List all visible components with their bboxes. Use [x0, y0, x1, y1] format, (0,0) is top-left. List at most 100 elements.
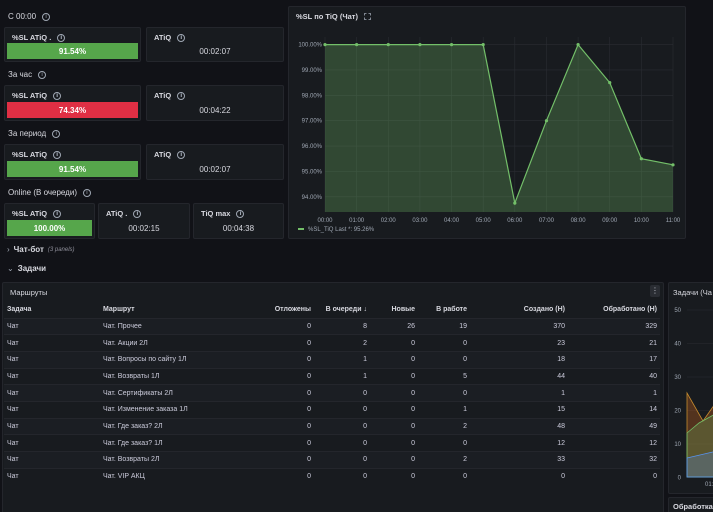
table-cell: 19 — [418, 317, 470, 335]
table-cell: 48 — [470, 417, 568, 435]
column-header[interactable]: В очереди ↓ — [325, 306, 367, 314]
info-icon[interactable]: i — [177, 150, 186, 159]
y-tick-label: 95.00% — [302, 169, 323, 175]
table-cell: Чат — [4, 367, 100, 385]
table-cell: 0 — [370, 334, 418, 352]
table-cell: 0 — [314, 384, 370, 402]
y-tick-label: 97.00% — [302, 119, 323, 125]
table-row[interactable]: Чат Чат. Акции 2Л 0 2 0 0 23 21 — [4, 334, 660, 352]
table-cell: 0 — [314, 417, 370, 435]
table-row[interactable]: Чат Чат. Где заказ? 2Л 0 0 0 2 48 49 — [4, 417, 660, 435]
legend-swatch — [298, 228, 304, 230]
table-row[interactable]: Чат Чат. Изменение заказа 1Л 0 0 0 1 15 14 — [4, 400, 660, 419]
table-cell: Чат — [4, 350, 100, 369]
table-cell: 40 — [568, 367, 660, 385]
info-icon[interactable]: i — [42, 12, 51, 21]
x-tick-label: 08:00 — [571, 218, 587, 224]
table-row[interactable]: Чат Чат. Сертификаты 2Л 0 0 0 0 1 1 — [4, 384, 660, 402]
info-icon[interactable]: i — [82, 188, 91, 197]
x-tick-label: 06:00 — [507, 218, 523, 224]
table-cell: 0 — [314, 467, 370, 485]
table-cell: 8 — [314, 317, 370, 335]
info-icon[interactable]: i — [177, 91, 186, 100]
table-row[interactable]: Чат Чат. Возвраты 1Л 0 1 0 5 44 40 — [4, 367, 660, 385]
table-cell: 0 — [370, 367, 418, 385]
table-cell: 0 — [370, 467, 418, 485]
table-cell: 0 — [370, 384, 418, 402]
table-cell: Чат — [4, 434, 100, 452]
data-point — [481, 43, 485, 47]
column-header[interactable]: В работе — [436, 306, 467, 314]
table-cell: Чат. Вопросы по сайту 1Л — [100, 350, 230, 369]
data-point — [576, 43, 580, 47]
data-point — [386, 43, 390, 47]
data-point — [323, 43, 327, 47]
table-cell: Чат. Сертификаты 2Л — [100, 384, 230, 402]
table-row[interactable]: Чат Чат. Где заказ? 1Л 0 0 0 0 12 12 — [4, 434, 660, 452]
table-cell: Чат. Изменение заказа 1Л — [100, 400, 230, 419]
y-tick-label: 10 — [674, 442, 681, 448]
table-cell: 0 — [568, 467, 660, 485]
table-cell: 0 — [370, 400, 418, 419]
info-icon[interactable]: i — [38, 70, 47, 79]
table-cell: 0 — [370, 451, 418, 469]
table-row[interactable]: Чат Чат. Прочее 0 8 26 19 370 329 — [4, 317, 660, 335]
y-tick-label: 100.00% — [298, 43, 322, 49]
stat-atiq-since-midnight: ATiQ i 00:02:07 — [146, 27, 284, 62]
stat-value: 00:02:15 — [128, 224, 160, 233]
panel-menu-icon[interactable]: ⋮ — [650, 285, 660, 297]
y-tick-label: 30 — [674, 375, 681, 381]
stat-sl-atiq-since-midnight: %SL ATiQ .i 91.54% — [4, 27, 141, 62]
chevron-down-icon: ⌄ — [7, 264, 14, 273]
table-cell: Чат — [4, 334, 100, 352]
info-icon[interactable]: i — [52, 129, 61, 138]
section-title-online: Online (В очереди) i — [8, 188, 91, 197]
table-cell: Чат. VIP АКЦ — [100, 467, 230, 485]
table-cell: 2 — [418, 451, 470, 469]
column-header[interactable]: Обработано (Н) — [603, 306, 657, 314]
x-tick-label: 02:00 — [381, 218, 397, 224]
data-point — [639, 157, 643, 161]
table-row[interactable]: Чат Чат. VIP АКЦ 0 0 0 0 0 0 — [4, 467, 660, 485]
column-header[interactable]: Отложены — [274, 306, 311, 314]
table-cell: 17 — [568, 350, 660, 369]
table-cell: Чат. Где заказ? 2Л — [100, 417, 230, 435]
info-icon[interactable]: i — [53, 91, 62, 100]
info-icon[interactable]: i — [236, 209, 245, 218]
table-cell: 15 — [470, 400, 568, 419]
y-tick-label: 40 — [674, 342, 681, 348]
x-tick-label: 03:00 — [412, 218, 428, 224]
column-header[interactable]: Задача — [7, 306, 32, 314]
column-header[interactable]: Создано (Н) — [523, 306, 565, 314]
stat-value: 91.54% — [7, 43, 138, 59]
stat-atiq-online: ATiQ .i 00:02:15 — [98, 203, 190, 239]
x-tick-label: 00:00 — [317, 218, 333, 224]
expand-icon[interactable] — [364, 13, 371, 20]
info-icon[interactable]: i — [53, 209, 62, 218]
row-tasks[interactable]: ⌄ Задачи — [7, 264, 47, 273]
table-cell: 0 — [470, 467, 568, 485]
table-cell: 1 — [568, 384, 660, 402]
table-cell: 0 — [230, 384, 314, 402]
table-row[interactable]: Чат Чат. Вопросы по сайту 1Л 0 1 0 0 18 17 — [4, 350, 660, 369]
table-cell: 0 — [370, 434, 418, 452]
routes-table: Задача Маршрут Отложены В очереди ↓ Новые В р… — [4, 302, 660, 485]
table-row[interactable]: Чат Чат. Возвраты 2Л 0 0 0 2 33 32 — [4, 451, 660, 469]
y-tick-label: 50 — [674, 308, 681, 314]
row-chat-bot[interactable]: › Чат-бот (3 panels) — [7, 245, 75, 254]
info-icon[interactable]: i — [57, 33, 66, 42]
column-header[interactable]: Маршрут — [103, 306, 135, 314]
info-icon[interactable]: i — [53, 150, 62, 159]
x-tick-label: 11:00 — [666, 218, 681, 224]
table-cell: 49 — [568, 417, 660, 435]
table-cell: 0 — [314, 400, 370, 419]
column-header[interactable]: Новые — [391, 306, 415, 314]
info-icon[interactable]: i — [133, 209, 142, 218]
table-cell: 2 — [314, 334, 370, 352]
data-point — [418, 43, 422, 47]
section-title-per-hour: За час i — [8, 70, 47, 79]
sl-tiq-chart-panel: %SL по TiQ (Чат) 100.00% 99.00% 98.00% 97.0… — [288, 6, 686, 239]
y-tick-label: 98.00% — [302, 93, 323, 99]
info-icon[interactable]: i — [177, 33, 186, 42]
table-cell: Чат — [4, 417, 100, 435]
